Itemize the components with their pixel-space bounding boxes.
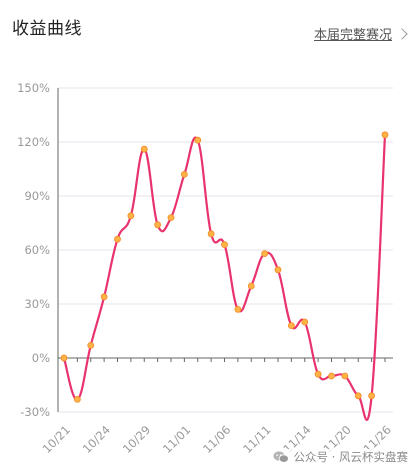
x-tick-label: 11/01 [160, 423, 193, 456]
data-point [114, 235, 121, 243]
return-curve-chart: -30%0%30%60%90%120%150% 10/21 10/24 10/29 1… [17, 81, 394, 456]
header: 收益曲线 本届完整赛况 [0, 0, 416, 50]
x-tick-label: 10/24 [80, 423, 113, 456]
chart-container: -30% 0% 30% 60% 90% 120% 150% 10/21 10/24 10/29 1… [0, 60, 416, 471]
data-point [341, 372, 349, 380]
data-point [314, 370, 322, 378]
data-point [381, 131, 389, 139]
data-point [100, 293, 108, 301]
data-point [221, 241, 228, 249]
data-point [354, 392, 362, 400]
y-tick-label: 0% [32, 351, 50, 365]
data-point [368, 392, 376, 400]
x-tick-label: 11/06 [200, 423, 233, 456]
series-line [62, 133, 387, 421]
watermark-text: 公众号 · 风云杯实盘赛 [293, 450, 408, 464]
data-point [261, 250, 269, 258]
y-tick-label: -30% [20, 405, 50, 419]
y-tick-label: 120% [17, 135, 50, 149]
y-tick-labels: -30% 0% 30% 60% 90% 120% 150% [17, 81, 50, 419]
data-point [301, 318, 309, 326]
watermark: 公众号 · 风云杯实盘赛 [272, 449, 408, 465]
data-point [167, 214, 175, 222]
data-point [140, 145, 148, 153]
data-points [60, 131, 389, 403]
data-point [127, 212, 135, 220]
data-point [247, 282, 255, 290]
data-point [194, 136, 202, 144]
page-title: 收益曲线 [12, 19, 82, 39]
x-tick-label: 11/11 [240, 423, 273, 456]
full-results-link[interactable]: 本届完整赛况 [313, 24, 408, 43]
chevron-right-icon [396, 28, 408, 40]
data-point [287, 322, 295, 330]
y-tick-label: 90% [24, 189, 50, 203]
data-point [73, 395, 81, 403]
axes [57, 88, 393, 412]
data-point [234, 305, 242, 313]
data-point [274, 266, 282, 274]
data-point [60, 354, 68, 362]
data-point [87, 341, 95, 349]
full-results-label: 本届完整赛况 [313, 28, 392, 43]
data-point [207, 230, 215, 238]
data-point [328, 372, 335, 380]
y-tick-label: 150% [17, 81, 50, 95]
x-tick-label: 10/29 [120, 423, 153, 456]
x-tick-label: 10/21 [40, 423, 73, 456]
data-point [154, 221, 162, 229]
data-point [180, 171, 188, 178]
y-tick-label: 30% [24, 297, 50, 311]
y-tick-label: 60% [24, 243, 50, 257]
wechat-icon [272, 451, 289, 463]
